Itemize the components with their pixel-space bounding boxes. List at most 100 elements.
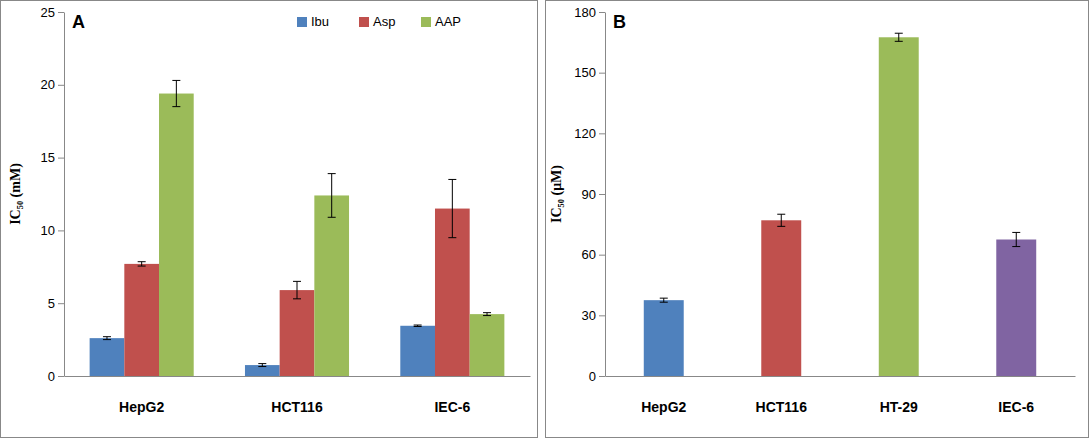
y-tick-label: 30 [582,308,596,323]
error-cap [1012,232,1020,233]
y-tick: 120 [574,126,605,141]
x-tick: HCT116 [271,376,323,415]
x-axis: HepG2 HCT116 HT-29 IEC-6 [606,376,1076,415]
error-bar [293,281,301,298]
plot-marks [90,80,505,376]
error-cap [483,315,491,316]
legend-label: Ibu [311,14,329,29]
error-cap [1012,246,1020,247]
panel-frame [546,1,1089,438]
y-tick: 0 [589,369,605,384]
y-tick: 20 [41,77,64,92]
x-tick: HCT116 [756,376,808,415]
legend-item: Ibu [297,14,329,29]
y-axis-title: IC₅₀ (mM) [8,163,24,225]
error-bar [138,262,146,266]
figure: 0 5 10 15 20 25 HepG2 HCT116 IEC-6 A IC₅₀ (mM) Ibu A… [0,0,1091,440]
plot-marks [644,33,1036,376]
error-stem [297,281,298,298]
y-tick-mark [58,303,64,304]
y-tick-mark [58,85,64,86]
y-tick-mark [58,12,64,13]
x-tick-label: IEC-6 [998,399,1034,415]
y-tick-mark [599,255,605,256]
y-tick: 150 [574,65,605,80]
y-tick-label: 120 [574,126,596,141]
error-bar [328,174,336,218]
y-tick: 10 [41,223,64,238]
x-tick: HepG2 [119,376,164,415]
error-cap [103,339,111,340]
y-tick-label: 10 [41,223,55,238]
bar [90,338,125,376]
x-tick-label: HCT116 [271,399,323,415]
x-tick: IEC-6 [998,376,1034,415]
error-bar [258,364,266,367]
y-tick: 5 [48,296,64,311]
error-bar [172,80,180,106]
error-bar [448,179,456,237]
y-tick-label: 25 [41,5,55,20]
y-tick-label: 180 [574,5,596,20]
y-tick: 30 [582,308,605,323]
x-tick: HT-29 [880,376,918,415]
panel-label: A [72,12,85,32]
error-cap [138,261,146,262]
error-cap [448,237,456,238]
legend-label: Asp [373,14,395,29]
panel: 0510152025HepG2HCT116IEC-6AIC₅₀ (mM)IbuA… [1,1,538,438]
error-stem [898,33,899,41]
error-bar [777,214,785,226]
y-axis: 0 30 60 90 120 150 180 [574,5,605,384]
x-tick: IEC-6 [434,376,470,415]
panel-frame [1,1,538,438]
error-cap [414,326,422,327]
legend-item: Asp [359,14,395,29]
error-bar [483,313,491,316]
error-cap [448,179,456,180]
x-axis-line [65,376,531,377]
legend-swatch [421,17,431,27]
y-tick-mark [599,194,605,195]
error-cap [777,226,785,227]
bar [245,365,280,376]
y-tick-label: 60 [582,247,596,262]
error-cap [103,336,111,337]
x-tick: HepG2 [641,376,686,415]
panel: 0306090120150180HepG2HCT116HT-29IEC-6BIC… [546,1,1089,438]
legend-label: AAP [435,14,461,29]
error-cap [258,363,266,364]
error-cap [660,298,668,299]
error-stem [176,80,177,106]
y-tick-label: 20 [41,77,55,92]
error-cap [172,80,180,81]
y-tick-label: 0 [589,369,596,384]
error-stem [1016,232,1017,246]
y-tick-mark [599,133,605,134]
x-axis: HepG2 HCT116 IEC-6 [65,376,531,415]
bar [400,326,435,376]
legend: Ibu Asp AAP [297,14,461,29]
y-tick: 90 [582,187,605,202]
y-tick-mark [599,12,605,13]
y-tick-label: 90 [582,187,596,202]
bar [280,290,315,376]
error-cap [895,41,903,42]
y-tick-mark [58,158,64,159]
bar [644,300,684,376]
y-axis-title: IC₅₀ (μM) [549,165,565,223]
error-cap [895,33,903,34]
y-tick-label: 15 [41,150,55,165]
legend-swatch [359,17,369,27]
x-axis-line [606,376,1076,377]
legend-swatch [297,17,307,27]
y-tick: 60 [582,247,605,262]
error-cap [293,298,301,299]
bar [470,314,505,376]
bar [124,264,159,376]
bar [761,220,801,376]
error-cap [777,214,785,215]
error-stem [663,298,664,302]
bar [996,240,1036,377]
error-bar [103,337,111,340]
